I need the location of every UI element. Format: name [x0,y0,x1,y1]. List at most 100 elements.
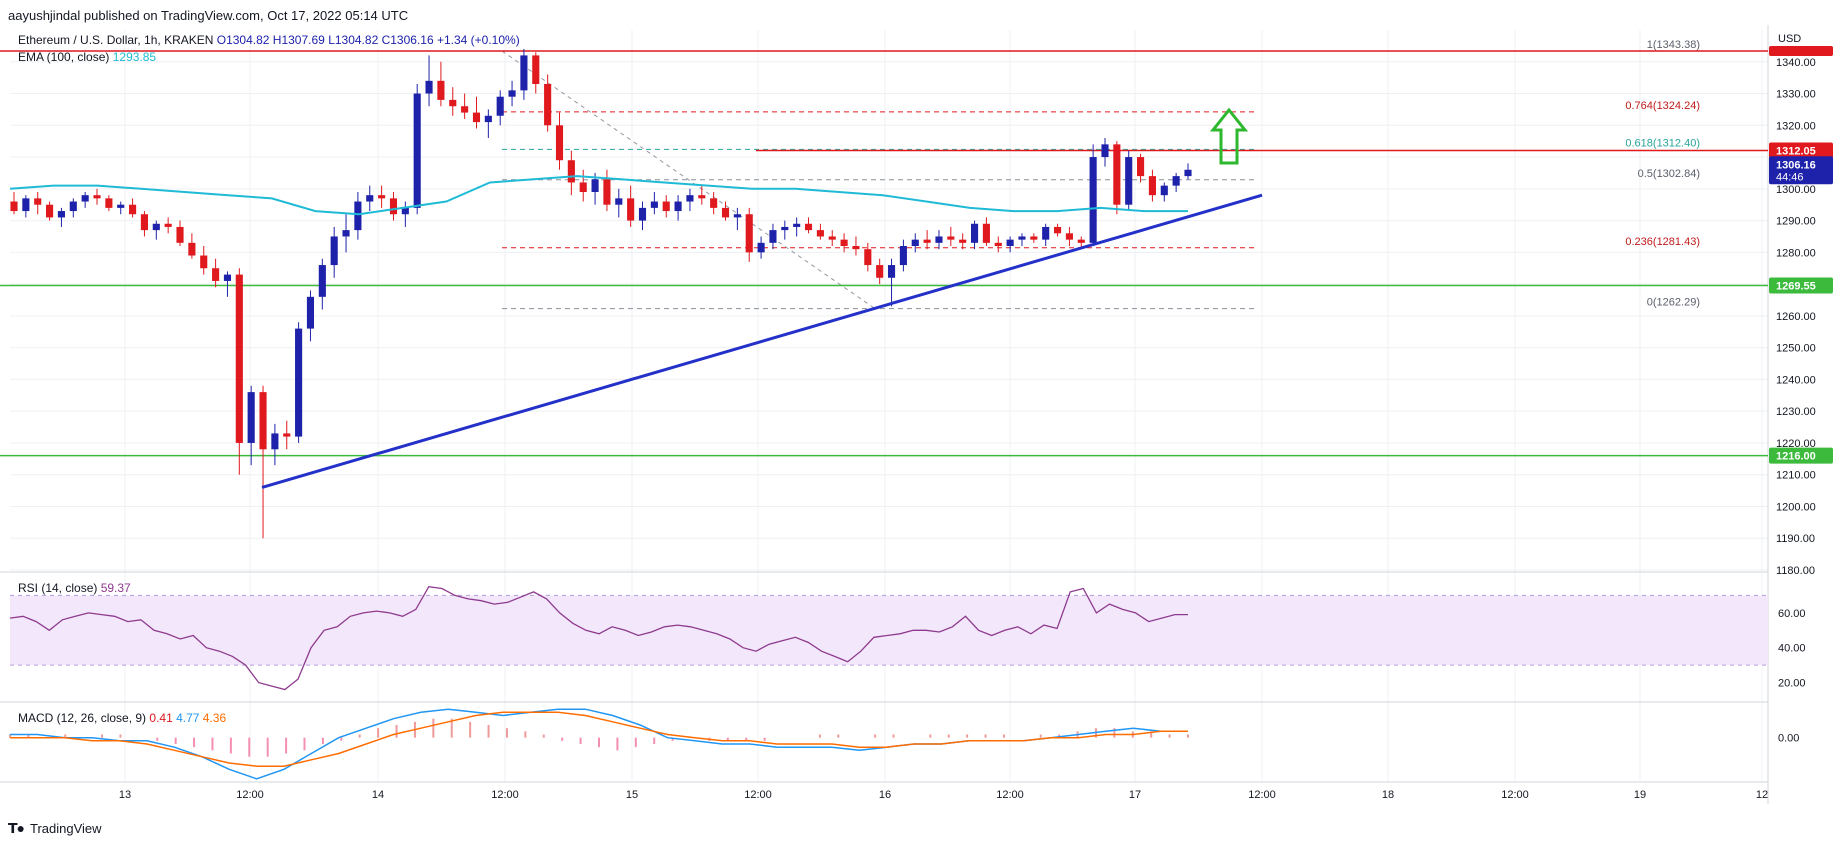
fib-level-label: 0.764(1324.24) [1625,100,1700,112]
candle-down [437,80,445,100]
candle-up [425,80,433,94]
candle-up [733,214,741,218]
candle-down [1053,226,1062,234]
candle-down [947,236,955,240]
tradingview-logo-icon: 𝗧● [8,820,25,836]
candle-down [1148,176,1156,196]
candle-up [295,328,303,437]
candle-down [176,226,184,243]
fib-level-label: 1(1343.38) [1647,39,1700,51]
candle-down [828,236,836,240]
ema-legend: EMA (100, close) 1293.85 [18,50,156,64]
candle-down [1113,144,1121,205]
candle-up [366,195,374,202]
price-tick-label: 1210.00 [1776,470,1816,482]
candle-up [757,242,765,253]
candle-down [532,55,540,84]
candle-down [105,198,113,208]
candle-down [555,125,564,161]
rsi-band [10,595,1768,666]
candle-up [247,392,255,443]
time-tick-label: 17 [1129,789,1141,801]
candle-down [994,242,1002,246]
candle-up [57,211,65,218]
rsi-line [9,585,1188,691]
fib-level-label: 0(1262.29) [1647,297,1700,309]
candle-up [271,433,279,450]
rsi-tick-label: 40.00 [1778,643,1806,655]
candle-up [1042,226,1050,240]
candle-up [793,223,801,227]
price-tick-label: 1320.00 [1776,120,1816,132]
price-tick-label: 1260.00 [1776,311,1816,323]
fib-diagonal [501,50,876,310]
time-tick-label: 12 [1756,789,1768,801]
candle-up [69,201,77,212]
time-tick-label: 14 [372,789,384,801]
macd-tick-label: 0.00 [1778,733,1799,745]
candle-down [544,84,552,126]
candle-down [721,207,730,218]
candle-down [876,265,884,278]
candle-up [81,195,89,202]
candle-down [627,198,635,221]
candle-down [1137,157,1145,177]
badge-countdown-text: 44:46 [1776,171,1804,183]
candle-up [413,93,421,208]
candle-up [769,230,777,243]
badge-support-lower-text: 1216.00 [1776,451,1816,463]
publisher-header: aayushjindal published on TradingView.co… [8,8,409,23]
candle-down [188,242,196,256]
candle-up [591,179,599,192]
candle-down [710,198,718,208]
candle-down [816,230,824,237]
candle-down [34,198,42,205]
time-tick-label: 12:00 [236,789,264,801]
candle-up [674,201,682,212]
candle-down [662,201,670,212]
footer-brand: 𝗧● TradingView [8,820,102,837]
candle-down [449,99,457,107]
candle-down [1065,233,1073,240]
candle-down [745,214,753,253]
candle-up [1184,169,1192,177]
time-tick-label: 13 [119,789,131,801]
candle-down [603,179,611,205]
price-tick-label: 1300.00 [1776,184,1816,196]
candle-up [318,265,326,297]
candle-down [212,268,220,281]
candle-up [1172,176,1180,186]
fib-level-label: 0.618(1312.40) [1625,137,1700,149]
candle-up [22,198,30,212]
candle-up [970,223,979,243]
candle-down [129,204,137,215]
candle-down [852,246,860,250]
candle-down [804,223,813,231]
candle-up [401,207,409,215]
candle-up [1089,157,1097,243]
candle-up [330,236,338,266]
macd-legend: MACD (12, 26, close, 9) 0.41 4.77 4.36 [18,711,226,725]
candle-down [959,239,967,243]
candle-up [508,90,516,97]
candle-up [354,201,362,231]
time-tick-label: 12:00 [1248,789,1276,801]
price-tick-label: 1290.00 [1776,216,1816,228]
ema-line [9,175,1188,216]
time-tick-label: 12:00 [996,789,1024,801]
brand-name: TradingView [30,821,102,836]
fib-level-label: 0.5(1302.84) [1638,168,1700,180]
badge-current-price [1769,156,1833,185]
candle-up [520,55,528,91]
candle-up [152,223,160,231]
time-tick-label: 12:00 [744,789,772,801]
candle-down [698,195,706,199]
candle-down [259,392,267,450]
candle-up [1006,239,1014,246]
badge-support-upper-text: 1269.55 [1776,281,1816,293]
candle-down [235,274,243,443]
price-tick-label: 1240.00 [1776,374,1816,386]
badge-resistance [1769,142,1833,159]
candle-up [496,96,504,116]
